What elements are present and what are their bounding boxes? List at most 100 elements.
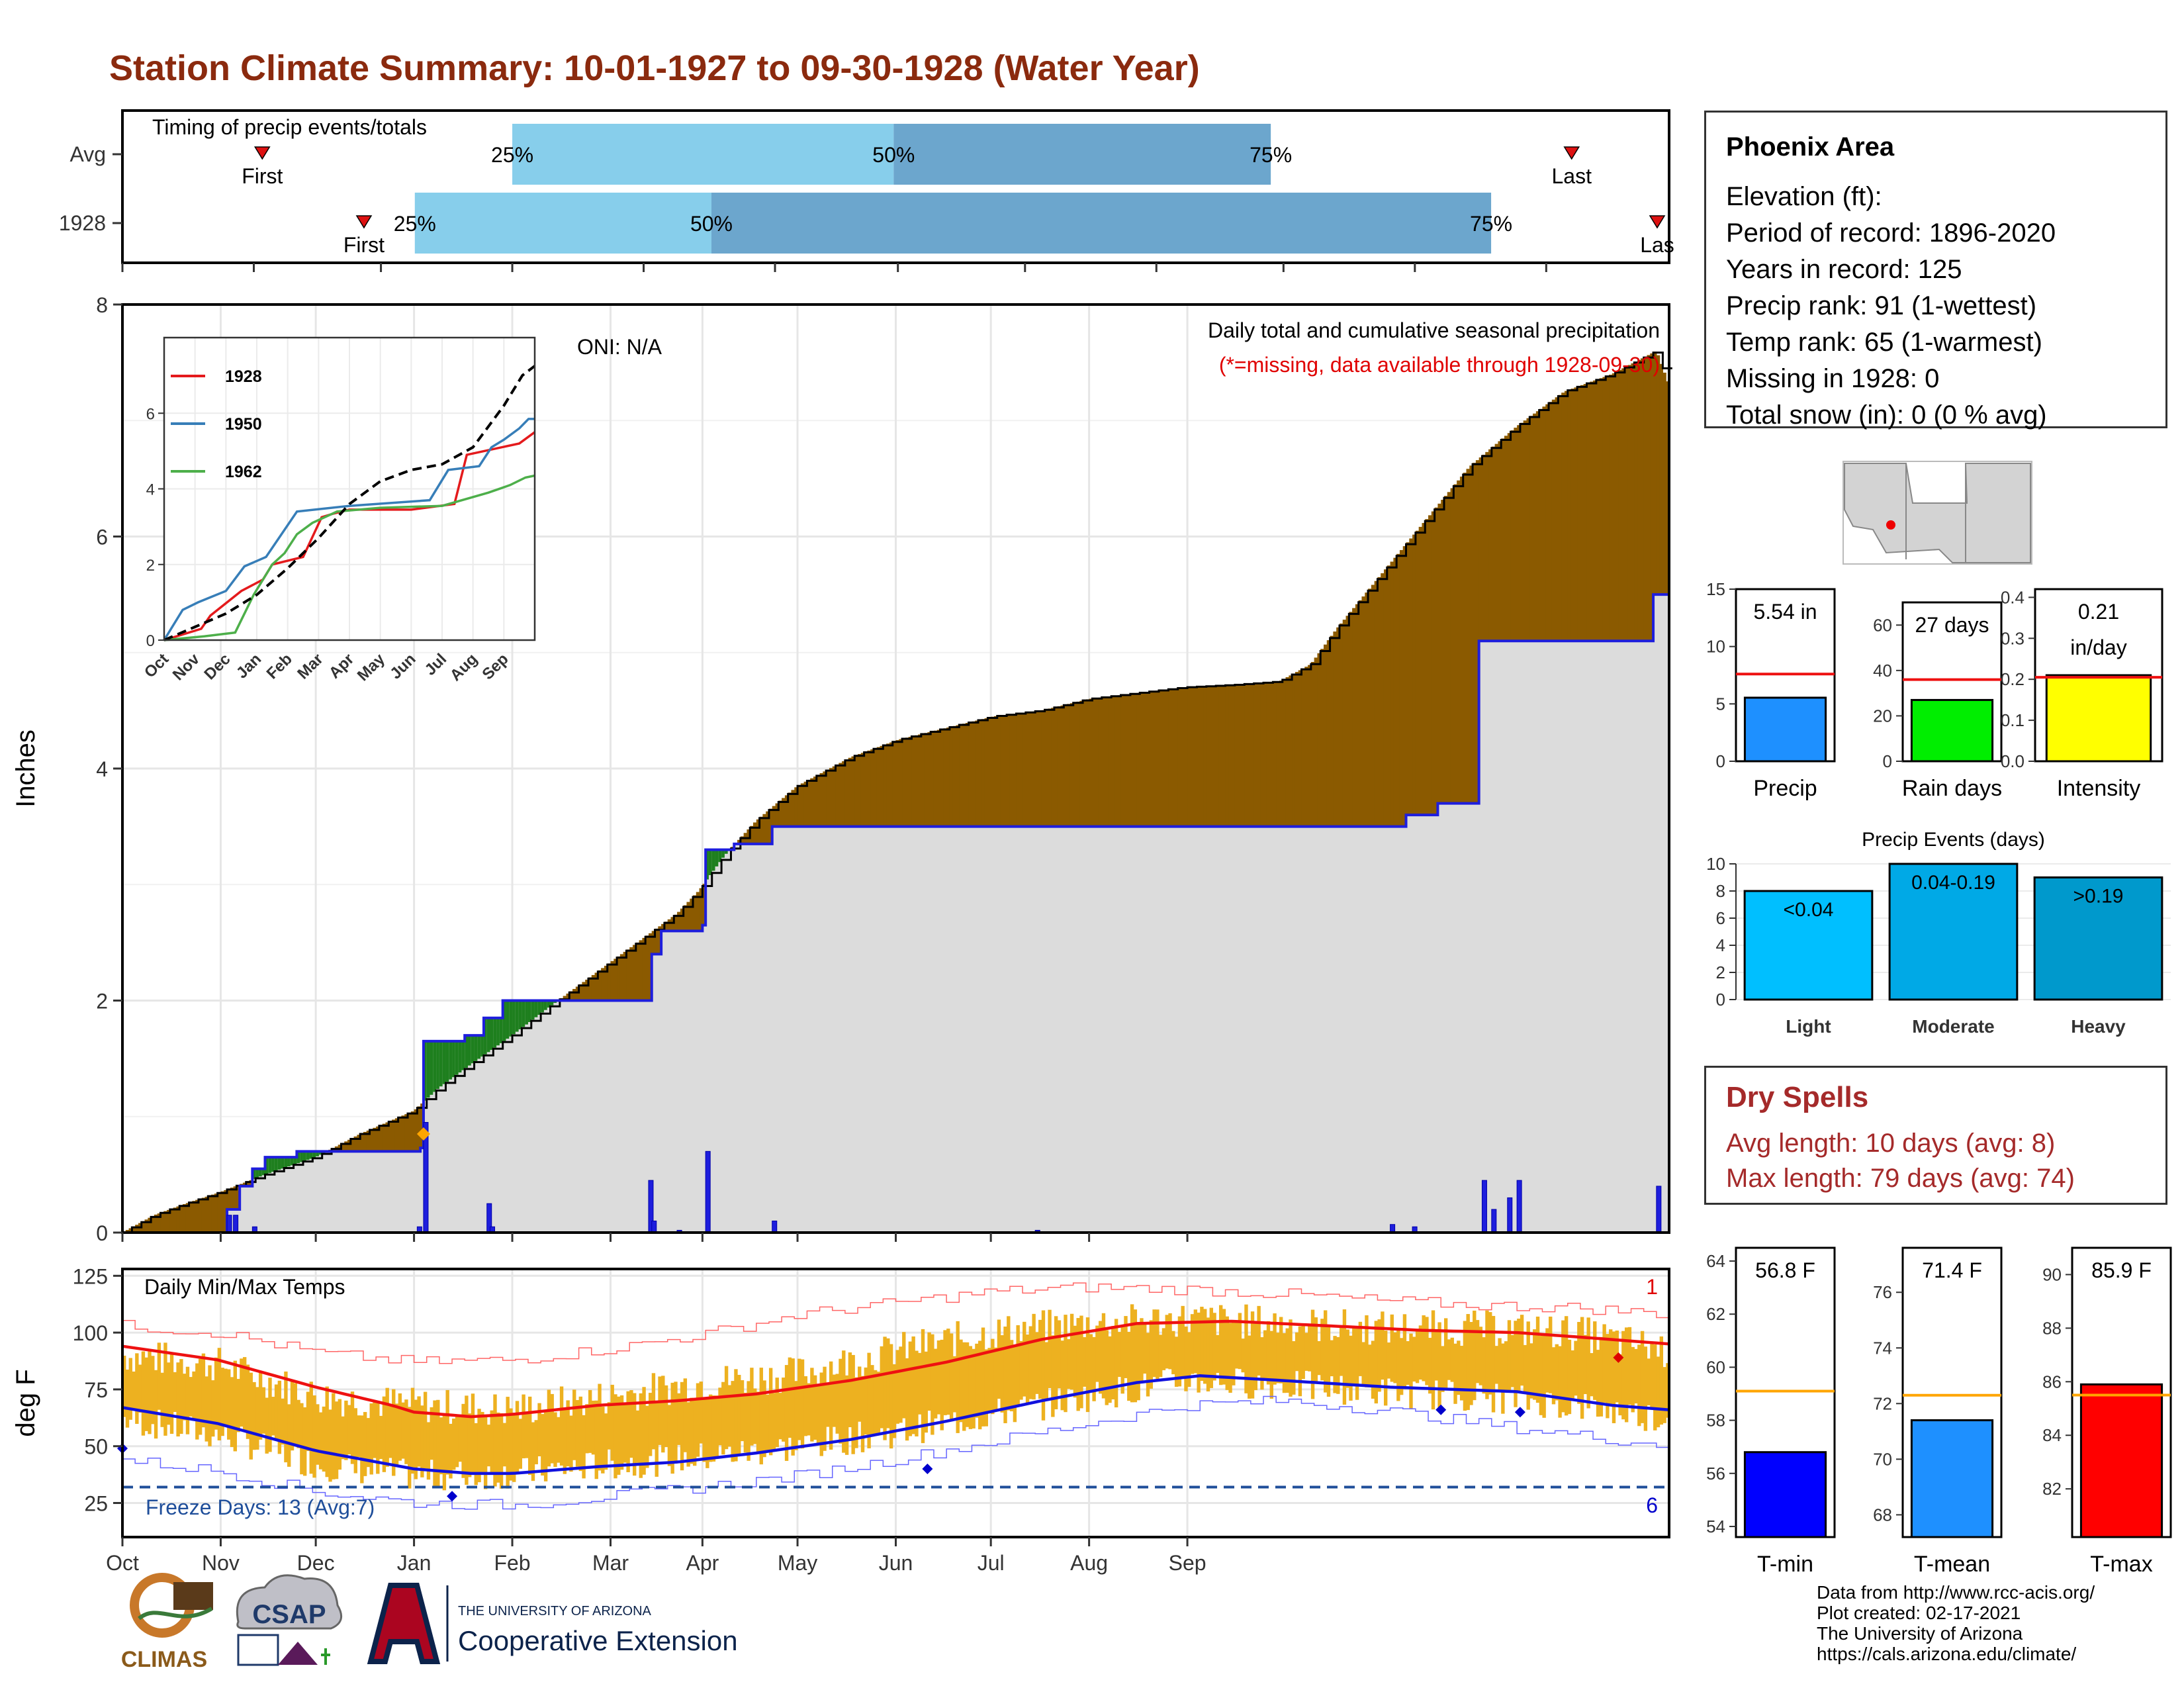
daily-temp-bar — [1510, 1335, 1514, 1387]
year-fill — [848, 826, 852, 1233]
deficit-fill — [633, 945, 637, 1001]
daily-temp-bar — [864, 1367, 868, 1435]
deficit-fill — [1443, 496, 1448, 804]
total-snow: Total snow (in): 0 (0 % avg) — [1726, 400, 2047, 430]
deficit-fill — [956, 725, 960, 827]
year-fill — [553, 1000, 557, 1233]
year-fill — [509, 1000, 513, 1233]
year-fill — [683, 931, 688, 1233]
year-fill — [1355, 826, 1359, 1233]
deficit-fill — [1120, 694, 1124, 827]
year-fill — [918, 826, 922, 1233]
daily-temp-bar — [711, 1395, 716, 1462]
daily-temp-bar — [527, 1396, 532, 1475]
year-fill — [265, 1157, 269, 1233]
deficit-fill — [962, 724, 966, 827]
deficit-fill — [189, 1201, 193, 1233]
stat-y-tick-label: 5 — [1716, 694, 1725, 714]
daily-temp-bar — [414, 1399, 418, 1479]
daily-temp-bar — [268, 1378, 272, 1452]
year-fill — [968, 826, 973, 1233]
deficit-fill — [867, 750, 871, 827]
deficit-fill — [1463, 473, 1467, 804]
daily-temp-bar — [731, 1381, 735, 1462]
year-fill — [1377, 826, 1381, 1233]
year-fill — [601, 1000, 605, 1233]
deficit-fill — [1051, 708, 1055, 827]
daily-temp-bar — [1076, 1318, 1080, 1411]
deficit-fill — [1624, 366, 1629, 641]
surplus-fill — [518, 1000, 523, 1029]
year-fill — [1174, 826, 1179, 1233]
surplus-fill — [287, 1157, 291, 1167]
deficit-fill — [851, 756, 855, 827]
year-fill — [1218, 826, 1223, 1233]
year-fill — [1383, 826, 1388, 1233]
year-fill — [461, 1041, 465, 1233]
deficit-fill — [1415, 530, 1420, 816]
daily-temp-bar — [931, 1334, 934, 1435]
deficit-fill — [747, 829, 751, 844]
daily-precip-bar — [233, 1215, 239, 1233]
deficit-fill — [975, 720, 979, 827]
daily-temp-bar — [1019, 1340, 1023, 1400]
deficit-fill — [756, 819, 760, 844]
deficit-fill — [981, 719, 985, 827]
year-fill — [1273, 826, 1277, 1233]
surplus-fill — [483, 1017, 488, 1055]
year-fill — [1092, 826, 1096, 1233]
elevation: Elevation (ft): — [1726, 182, 1882, 211]
daily-temp-bar — [125, 1369, 130, 1428]
year-fill — [1051, 826, 1055, 1233]
year-fill — [1422, 815, 1426, 1233]
analog-y-tick-label: 6 — [146, 405, 155, 423]
daily-temp-bar — [499, 1413, 504, 1489]
year-fill — [661, 931, 665, 1233]
stat-value-label: 27 days — [1915, 613, 1989, 637]
deficit-fill — [1279, 680, 1283, 827]
deficit-fill — [1232, 684, 1236, 827]
daily-temp-bar — [810, 1368, 814, 1442]
daily-temp-bar — [933, 1348, 938, 1419]
year-fill — [1586, 641, 1590, 1233]
temp-record-marker — [447, 1491, 458, 1502]
deficit-fill — [1007, 714, 1011, 827]
daily-temp-bar — [1064, 1315, 1068, 1413]
deficit-fill — [163, 1211, 167, 1233]
analog-legend-label: 1950 — [225, 415, 262, 434]
deficit-fill — [1631, 363, 1635, 641]
deficit-fill — [1152, 690, 1156, 827]
daily-temp-bar — [734, 1369, 738, 1462]
daily-temp-bar — [369, 1403, 373, 1475]
daily-temp-bar — [623, 1403, 627, 1463]
event-bar-label: <0.04 — [1784, 899, 1834, 921]
deficit-fill — [883, 745, 887, 827]
daily-temp-bar — [686, 1402, 690, 1467]
surplus-fill — [467, 1035, 472, 1066]
daily-temp-bar — [1612, 1331, 1616, 1423]
year-fill — [705, 849, 709, 1233]
year-fill — [312, 1151, 316, 1233]
deficit-fill — [617, 956, 621, 1001]
daily-temp-bar — [899, 1346, 903, 1423]
year-fill — [858, 826, 862, 1233]
year-fill — [1158, 826, 1163, 1233]
year-fill — [1085, 826, 1090, 1233]
deficit-fill — [1200, 686, 1204, 827]
daily-temp-bar — [626, 1391, 630, 1473]
year-fill — [1650, 641, 1654, 1233]
year-fill — [724, 849, 729, 1233]
year-fill — [648, 1000, 653, 1233]
daily-temp-bar — [1203, 1309, 1207, 1384]
avg-min-line — [122, 1374, 1670, 1476]
daily-temp-bar — [189, 1377, 193, 1417]
deficit-fill — [220, 1191, 224, 1233]
year-fill — [1304, 826, 1308, 1233]
year-fill — [328, 1151, 332, 1233]
daily-temp-bar — [1000, 1335, 1004, 1413]
year-fill — [674, 931, 678, 1233]
deficit-fill — [569, 991, 573, 1001]
year-fill — [255, 1168, 259, 1233]
stat-y-tick-label: 86 — [2042, 1372, 2062, 1391]
year-fill — [991, 826, 995, 1233]
